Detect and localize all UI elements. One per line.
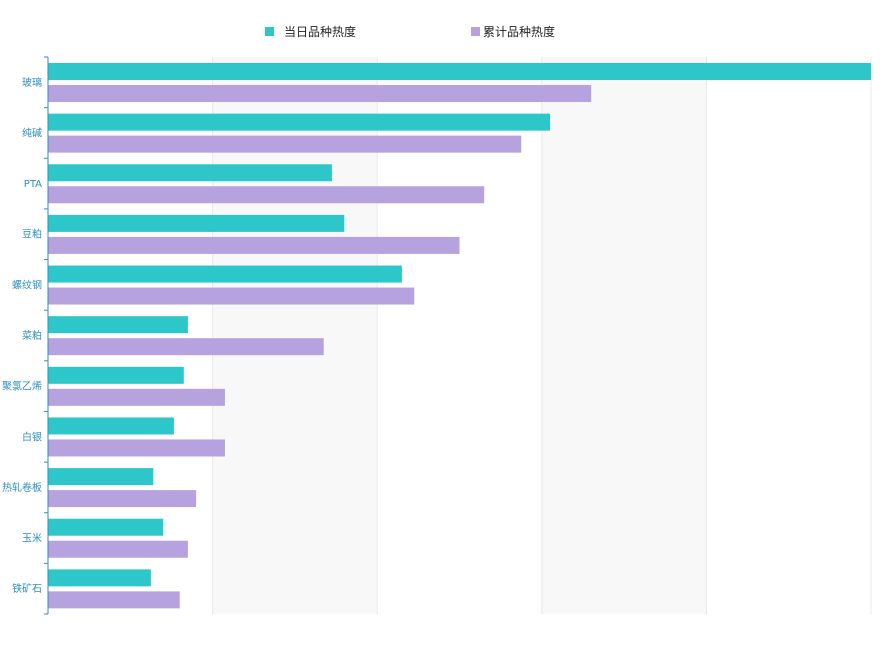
bar-cumulative[interactable]	[48, 338, 324, 356]
bar-daily[interactable]	[48, 518, 164, 536]
bar-cumulative[interactable]	[48, 439, 225, 457]
bar-cumulative[interactable]	[48, 85, 592, 102]
category-label: 热轧卷板	[2, 481, 42, 494]
bar-cumulative[interactable]	[48, 540, 188, 558]
bar-daily[interactable]	[48, 265, 402, 283]
legend-label: 累计品种热度	[483, 24, 555, 39]
legend-item[interactable]: 当日品种热度	[265, 24, 356, 39]
bar-cumulative[interactable]	[48, 591, 180, 609]
legend-swatch	[471, 27, 480, 36]
bar-cumulative[interactable]	[48, 236, 460, 254]
category-label: 菜粕	[22, 329, 42, 342]
bar-daily[interactable]	[48, 366, 184, 384]
legend-item[interactable]: 累计品种热度	[471, 24, 555, 39]
category-label: 白银	[22, 430, 42, 443]
category-label: 豆粕	[22, 228, 42, 241]
bar-cumulative[interactable]	[48, 186, 485, 204]
category-label: 螺纹钢	[12, 278, 42, 291]
category-label: 聚氯乙烯	[2, 380, 42, 393]
category-label: 玻璃	[22, 76, 42, 89]
category-label: PTA	[24, 179, 42, 190]
category-label: 纯碱	[22, 126, 42, 139]
bar-daily[interactable]	[48, 63, 871, 80]
legend[interactable]: 当日品种热度 累计品种热度	[265, 24, 555, 39]
bar-daily[interactable]	[48, 164, 332, 182]
bar-daily[interactable]	[48, 113, 551, 131]
bar-cumulative[interactable]	[48, 135, 522, 153]
legend-swatch	[265, 27, 274, 36]
bars	[48, 63, 871, 609]
category-label: 玉米	[22, 532, 42, 545]
bar-daily[interactable]	[48, 417, 174, 435]
background-band	[541, 57, 707, 614]
bar-cumulative[interactable]	[48, 287, 415, 305]
bar-cumulative[interactable]	[48, 388, 225, 406]
bar-daily[interactable]	[48, 569, 151, 587]
bar-daily[interactable]	[48, 468, 154, 486]
bar-daily[interactable]	[48, 214, 345, 232]
legend-label: 当日品种热度	[284, 24, 356, 39]
bar-cumulative[interactable]	[48, 490, 197, 508]
bar-daily[interactable]	[48, 316, 188, 334]
category-label: 铁矿石	[12, 582, 42, 595]
